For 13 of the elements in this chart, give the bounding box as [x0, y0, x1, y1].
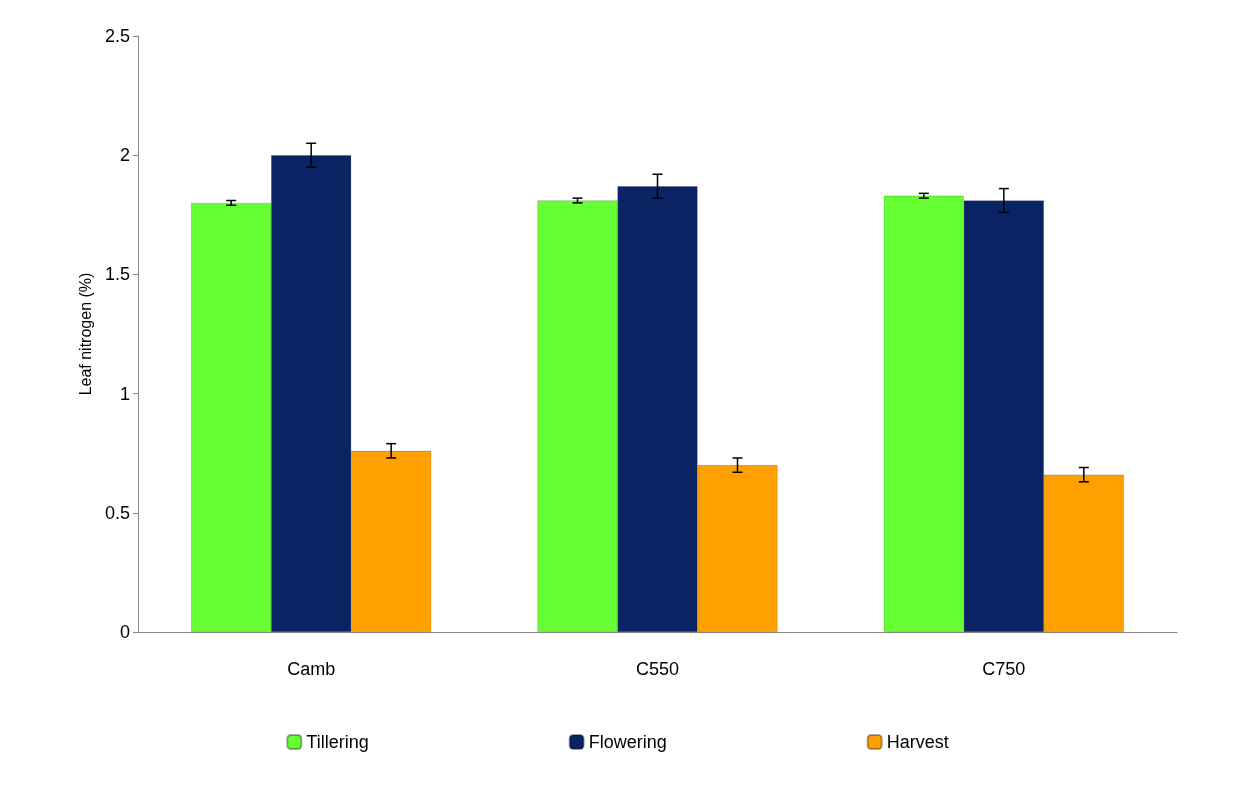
y-tick-label: 0.5 — [104, 502, 130, 523]
x-tick-label: C550 — [635, 659, 680, 679]
y-axis-title: Leaf nitrogen (%) — [76, 272, 94, 396]
x-tick-label: C750 — [982, 659, 1026, 679]
x-tick-label: Camb — [287, 659, 336, 679]
y-tick-label: 2.5 — [104, 26, 130, 46]
legend-label: Harvest — [886, 732, 949, 752]
y-tick-label: 2 — [119, 145, 130, 166]
legend-label: Tillering — [306, 732, 369, 752]
y-tick-label: 1 — [119, 383, 130, 404]
legend-label: Flowering — [588, 732, 667, 752]
y-tick-label: 0 — [119, 622, 130, 642]
y-tick-label: 1.5 — [104, 264, 130, 285]
